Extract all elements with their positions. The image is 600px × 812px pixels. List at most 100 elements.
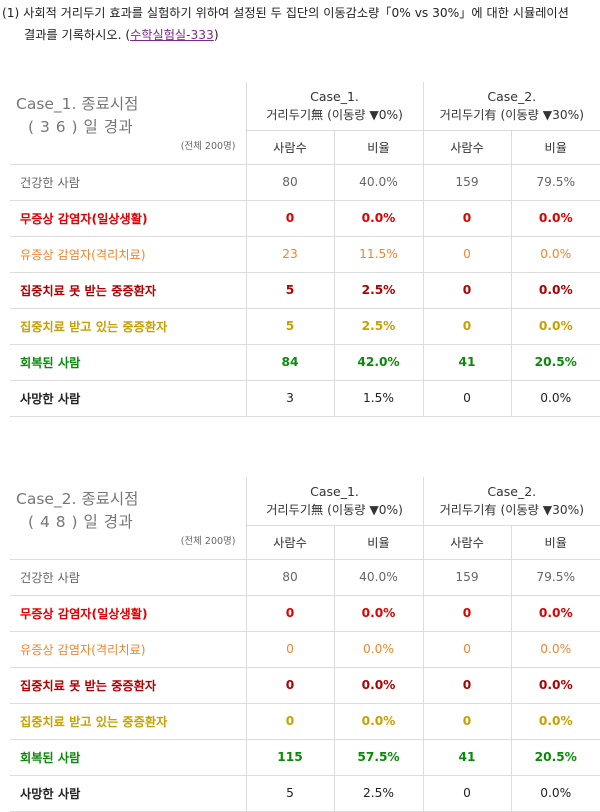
table-title: Case_2. 종료시점: [16, 490, 139, 508]
cell: 42.0%: [333, 344, 424, 381]
cell: 0.0%: [333, 631, 424, 668]
row-label: 건강한 사람: [10, 164, 246, 201]
results-table-2: Case_2. 종료시점 ( 4 8 ) 일 경과 (전체 200명) Case…: [10, 477, 600, 812]
cell: 0.0%: [510, 200, 600, 237]
table-row: 유증상 감염자(격리치료) 0 0.0% 0 0.0%: [10, 631, 600, 668]
row-label: 무증상 감염자(일상생활): [10, 200, 246, 237]
cell: 159: [422, 559, 512, 596]
cell: 0: [422, 631, 512, 668]
subheader-ratio: 비율: [333, 130, 424, 165]
cell: 80: [245, 559, 334, 596]
table-row: 집중치료 못 받는 중증환자 0 0.0% 0 0.0%: [10, 667, 600, 704]
cell: 0.0%: [510, 667, 600, 704]
cell: 0.0%: [510, 272, 600, 309]
cell: 0: [422, 595, 512, 632]
row-label: 회복된 사람: [10, 344, 246, 381]
cell: 0.0%: [333, 595, 424, 632]
table-row: 무증상 감염자(일상생활) 0 0.0% 0 0.0%: [10, 595, 600, 632]
table-total: (전체 200명): [180, 535, 236, 547]
cell: 40.0%: [333, 559, 424, 596]
cell: 80: [245, 164, 334, 201]
table-row: 건강한 사람 80 40.0% 159 79.5%: [10, 164, 600, 201]
row-label: 건강한 사람: [10, 559, 246, 596]
cell: 0: [422, 667, 512, 704]
cell: 0.0%: [510, 631, 600, 668]
table-row: 유증상 감염자(격리치료) 23 11.5% 0 0.0%: [10, 236, 600, 273]
cell: 41: [422, 739, 512, 776]
cell: 0: [422, 308, 512, 345]
cell: 0: [422, 236, 512, 273]
cell: 2.5%: [333, 308, 424, 345]
subheader-ratio: 비율: [510, 525, 600, 560]
cell: 79.5%: [510, 164, 600, 201]
cell: 159: [422, 164, 512, 201]
cell: 2.5%: [333, 272, 424, 309]
intro-line-2: 결과를 기록하시오. (수학실험실-333): [2, 24, 598, 46]
intro-text: (1) 사회적 거리두기 효과를 실험하기 위하여 설정된 두 집단의 이동감소…: [2, 2, 598, 46]
cell: 0: [245, 703, 334, 740]
cell: 3: [245, 380, 334, 417]
cell: 2.5%: [333, 775, 424, 812]
table-corner: Case_1. 종료시점 ( 3 6 ) 일 경과 (전체 200명): [10, 82, 246, 165]
row-label: 사망한 사람: [10, 380, 246, 417]
cell: 57.5%: [333, 739, 424, 776]
case-1-header: Case_1. 거리두기無 (이동량 ▼0%): [245, 82, 424, 131]
cell: 0.0%: [510, 308, 600, 345]
row-label: 집중치료 받고 있는 중증환자: [10, 703, 246, 740]
subheader-ratio: 비율: [333, 525, 424, 560]
case-1-header: Case_1. 거리두기無 (이동량 ▼0%): [245, 477, 424, 526]
subheader-count: 사람수: [245, 130, 334, 165]
case-2-header: Case_2. 거리두기有 (이동량 ▼30%): [422, 477, 600, 526]
cell: 0: [422, 272, 512, 309]
cell: 79.5%: [510, 559, 600, 596]
table-row: 회복된 사람 115 57.5% 41 20.5%: [10, 739, 600, 776]
cell: 84: [245, 344, 334, 381]
cell: 0.0%: [510, 703, 600, 740]
cell: 20.5%: [510, 344, 600, 381]
results-table-1: Case_1. 종료시점 ( 3 6 ) 일 경과 (전체 200명) Case…: [10, 82, 600, 417]
row-label: 회복된 사람: [10, 739, 246, 776]
row-label: 유증상 감염자(격리치료): [10, 631, 246, 668]
row-label: 집중치료 못 받는 중증환자: [10, 272, 246, 309]
cell: 0.0%: [510, 775, 600, 812]
cell: 0.0%: [333, 200, 424, 237]
cell: 23: [245, 236, 334, 273]
table-row: 사망한 사람 5 2.5% 0 0.0%: [10, 775, 600, 812]
row-label: 유증상 감염자(격리치료): [10, 236, 246, 273]
table-row: 집중치료 받고 있는 중증환자 0 0.0% 0 0.0%: [10, 703, 600, 740]
cell: 0: [422, 380, 512, 417]
cell: 41: [422, 344, 512, 381]
table-elapsed: ( 3 6 ) 일 경과: [28, 118, 134, 136]
table-row: 회복된 사람 84 42.0% 41 20.5%: [10, 344, 600, 381]
cell: 5: [245, 308, 334, 345]
row-label: 무증상 감염자(일상생활): [10, 595, 246, 632]
table-corner: Case_2. 종료시점 ( 4 8 ) 일 경과 (전체 200명): [10, 477, 246, 560]
intro-line-2-suffix: ): [213, 28, 219, 42]
cell: 0: [245, 200, 334, 237]
cell: 0.0%: [333, 667, 424, 704]
subheader-count: 사람수: [422, 130, 512, 165]
cell: 0.0%: [510, 380, 600, 417]
case-2-header: Case_2. 거리두기有 (이동량 ▼30%): [422, 82, 600, 131]
cell: 0: [245, 595, 334, 632]
table-row: 집중치료 못 받는 중증환자 5 2.5% 0 0.0%: [10, 272, 600, 309]
table-title: Case_1. 종료시점: [16, 95, 139, 113]
cell: 0.0%: [510, 236, 600, 273]
subheader-ratio: 비율: [510, 130, 600, 165]
cell: 5: [245, 775, 334, 812]
row-label: 집중치료 받고 있는 중증환자: [10, 308, 246, 345]
cell: 40.0%: [333, 164, 424, 201]
cell: 0.0%: [333, 703, 424, 740]
cell: 115: [245, 739, 334, 776]
lab-link[interactable]: 수학실험실-333: [130, 28, 214, 42]
intro-line-2-prefix: 결과를 기록하시오. (: [24, 28, 131, 42]
subheader-count: 사람수: [422, 525, 512, 560]
cell: 5: [245, 272, 334, 309]
cell: 0: [422, 775, 512, 812]
cell: 0: [245, 631, 334, 668]
cell: 0.0%: [510, 595, 600, 632]
table-row: 사망한 사람 3 1.5% 0 0.0%: [10, 380, 600, 417]
table-total: (전체 200명): [180, 140, 236, 152]
cell: 0: [422, 200, 512, 237]
cell: 1.5%: [333, 380, 424, 417]
